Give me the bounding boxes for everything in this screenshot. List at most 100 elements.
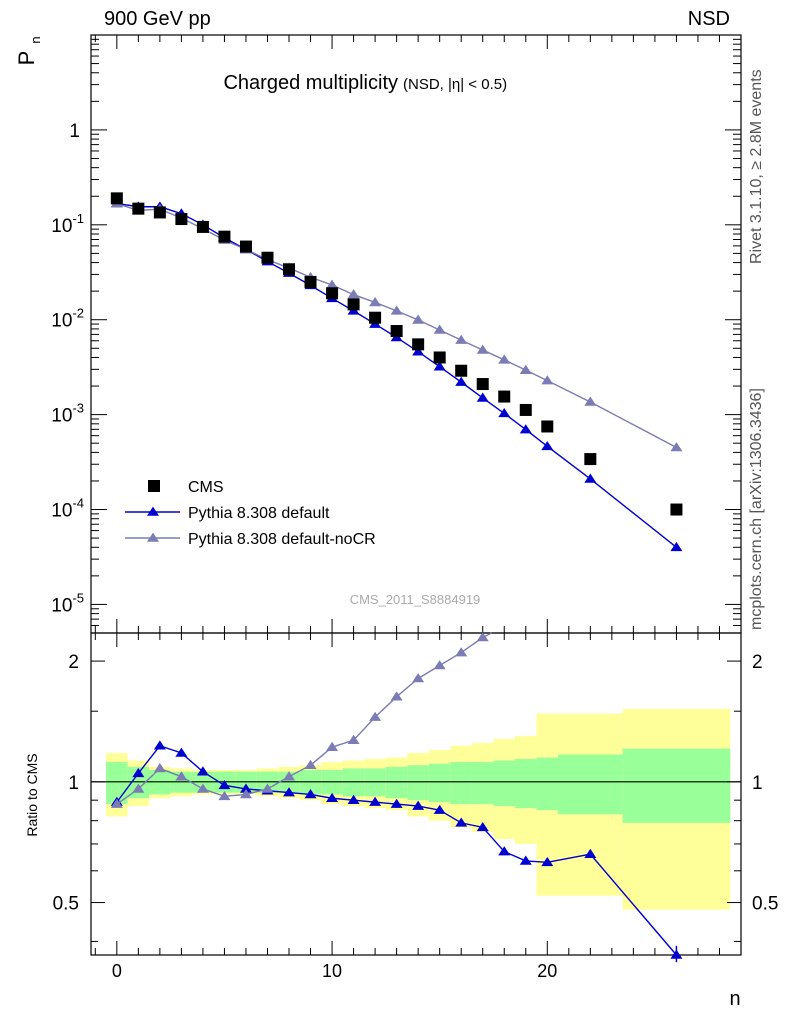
y-axis-label-main-subscript: n (28, 36, 43, 43)
ratio-marker-default (476, 821, 489, 832)
chart-title-sub: (NSD, |η| < 0.5) (403, 76, 507, 93)
marker-default (541, 440, 554, 451)
y-ratio-tick-label-right: 2 (752, 652, 763, 673)
y-main-tick-label: 10-5 (51, 590, 84, 616)
band-inner-bin (515, 758, 537, 809)
band-inner-bin (385, 766, 408, 799)
ratio-marker-default (390, 798, 403, 808)
y-ratio-tick-label-right: 0.5 (752, 894, 778, 915)
axis-ticks: 0 10 20 10-5 10-4 10-3 10-2 10-1 1 0.5 0.5 1 1 2 2 (51, 35, 778, 981)
marker-nocr (433, 324, 446, 334)
ratio-marker-default (283, 787, 296, 797)
marker-nocr (326, 279, 339, 289)
marker-default (519, 424, 532, 434)
ratio-marker-nocr (218, 790, 231, 801)
marker-cms (498, 390, 511, 403)
y-axis-label-main: P (14, 51, 39, 66)
marker-nocr (584, 396, 597, 406)
marker-nocr (498, 354, 511, 364)
marker-nocr (390, 305, 403, 315)
chart-title-main: Charged multiplicity (223, 72, 398, 94)
marker-cms (347, 298, 360, 311)
ratio-marker-nocr (326, 741, 339, 751)
x-tick-label: 10 (322, 961, 342, 981)
marker-default (412, 346, 425, 356)
marker-cms (433, 351, 446, 364)
marker-nocr (670, 442, 683, 452)
ratio-marker-nocr (369, 711, 382, 721)
legend-entry-label: CMS (188, 479, 224, 496)
marker-cms (175, 213, 188, 226)
band-inner-bin (450, 762, 472, 805)
ratio-marker-nocr (261, 783, 274, 793)
marker-cms (412, 338, 425, 351)
marker-cms (218, 230, 231, 243)
y-axis-label-ratio: Ratio to CMS (24, 753, 40, 836)
legend: CMS Pythia 8.308 default Pythia 8.308 defa… (125, 479, 376, 548)
marker-cms (153, 206, 166, 219)
marker-nocr (519, 364, 532, 374)
marker-cms (196, 220, 209, 233)
band-inner-bin (127, 766, 150, 799)
ratio-marker-default (304, 789, 317, 799)
legend-swatch-cms (148, 480, 160, 492)
ratio-marker-nocr (239, 789, 252, 799)
marker-cms (476, 378, 489, 391)
ratio-marker-default (369, 796, 382, 806)
ratio-marker-nocr (153, 763, 166, 773)
ratio-marker-nocr (196, 783, 209, 793)
ratio-marker-nocr (175, 771, 188, 781)
marker-cms (670, 503, 683, 516)
ratio-marker-default (584, 848, 597, 858)
marker-default (670, 541, 683, 552)
marker-cms (132, 202, 145, 215)
legend-swatch-marker (147, 532, 159, 542)
marker-nocr (541, 375, 554, 385)
mcplots-reference-label: mcplots.cern.ch [arXiv:1306.3436] (748, 388, 765, 630)
ratio-marker-default (153, 740, 166, 750)
ratio-marker-default (239, 783, 252, 793)
marker-cms (239, 240, 252, 253)
rivet-version-label: Rivet 3.1.10, ≥ 2.8M events (748, 69, 765, 264)
marker-cms (283, 263, 296, 276)
ratio-marker-nocr (347, 734, 360, 744)
marker-cms (455, 364, 468, 377)
ratio-marker-default (433, 804, 446, 814)
energy-label: 900 GeV pp (104, 8, 211, 30)
marker-cms (261, 251, 274, 264)
ratio-marker-default (412, 800, 425, 810)
band-inner-bin (471, 762, 494, 805)
ratio-marker-nocr (412, 673, 425, 683)
ratio-marker-nocr (304, 759, 317, 770)
x-tick-label: 0 (112, 961, 122, 981)
ratio-marker-default (132, 767, 145, 778)
marker-cms (369, 311, 382, 324)
marker-cms (326, 287, 339, 300)
ratio-marker-default (455, 817, 468, 827)
band-inner-bin (106, 762, 128, 805)
ratio-marker-default (498, 846, 511, 856)
y-ratio-tick-label-left: 1 (68, 773, 79, 794)
marker-cms (390, 325, 403, 338)
marker-default (433, 361, 446, 371)
marker-default (498, 408, 511, 418)
band-inner-bin (493, 760, 516, 807)
band-inner-bin (407, 765, 429, 801)
marker-nocr (369, 297, 382, 307)
legend-entry-label: Pythia 8.308 default (188, 505, 330, 522)
ratio-marker-default (218, 779, 231, 790)
x-axis-label: n (729, 988, 740, 1010)
y-main-tick-label: 10-3 (51, 401, 84, 427)
marker-cms (110, 192, 123, 205)
analysis-watermark: CMS_2011_S8884919 (350, 592, 481, 607)
band-inner-bin (622, 748, 731, 823)
marker-cms (584, 453, 597, 466)
legend-swatch-marker (147, 506, 159, 516)
ratio-marker-nocr (455, 647, 468, 657)
ratio-marker-nocr (283, 771, 296, 781)
y-main-tick-label: 10-4 (51, 496, 84, 522)
process-label: NSD (687, 8, 730, 30)
ratio-marker-nocr (110, 798, 123, 808)
marker-nocr (347, 289, 360, 299)
